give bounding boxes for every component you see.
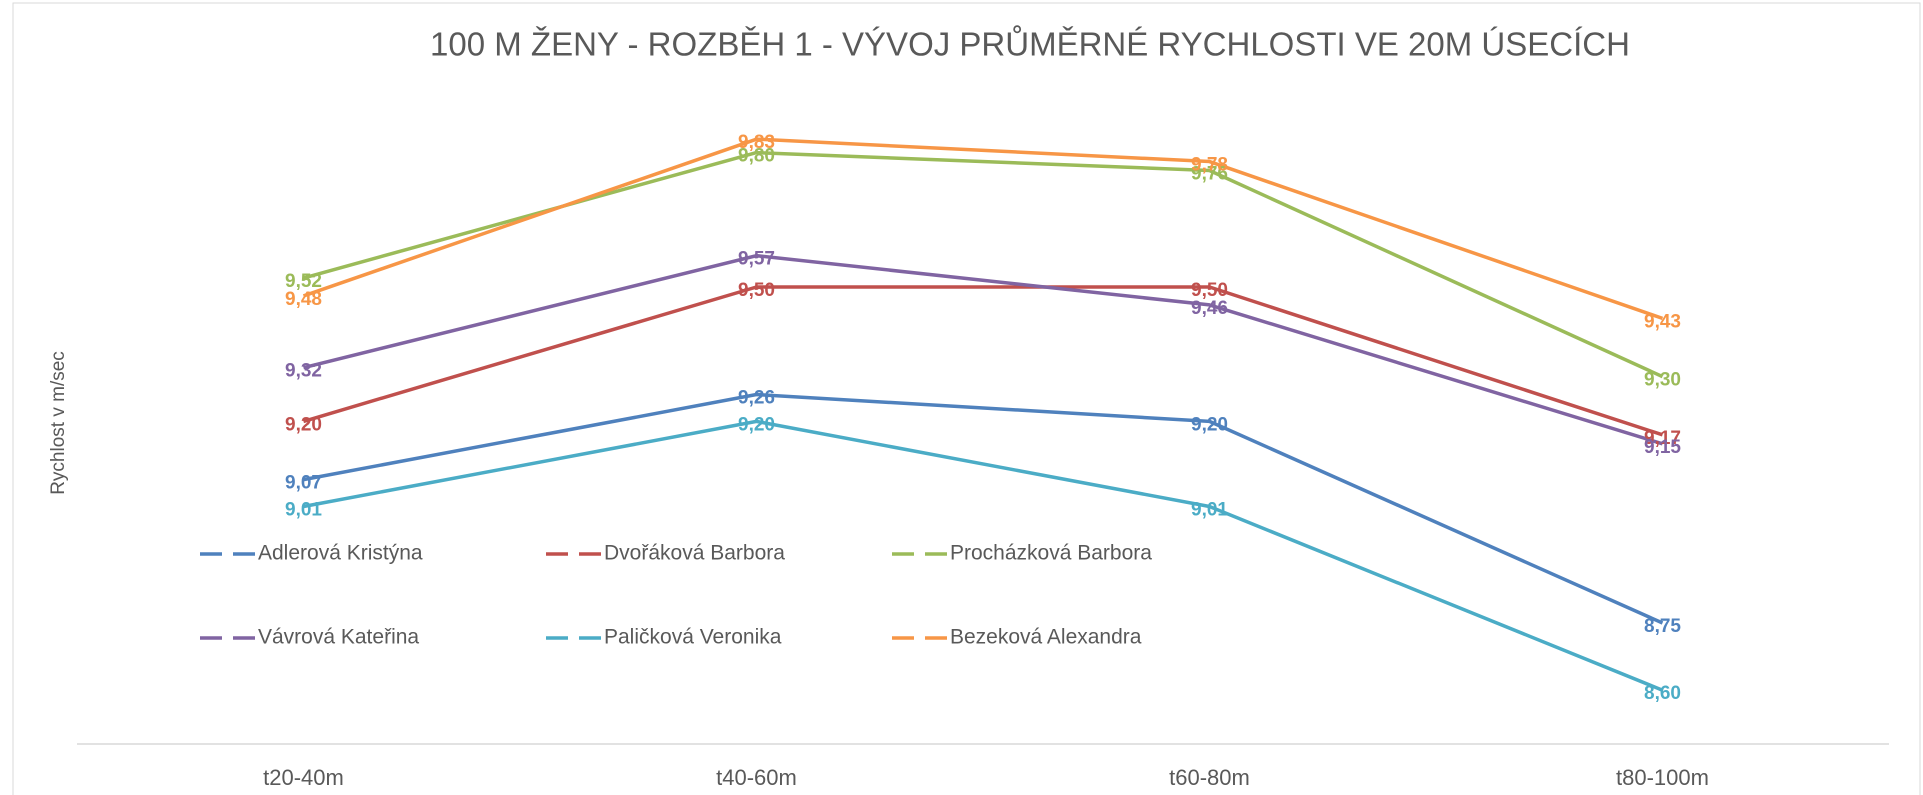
data-label: 8,75 [1644, 616, 1681, 637]
data-label: 9,83 [738, 132, 775, 153]
series-line [303, 419, 1664, 692]
data-label: 9,78 [1191, 155, 1228, 176]
data-label: 9,20 [1191, 414, 1228, 435]
data-label: 9,01 [285, 500, 322, 521]
data-label: 9,15 [1644, 437, 1681, 458]
data-label: 9,43 [1644, 311, 1681, 332]
series-line [303, 150, 1664, 379]
data-label: 9,48 [285, 289, 322, 310]
x-tick-label: t20-40m [263, 765, 344, 790]
chart-border [12, 2, 1921, 795]
data-label: 9,17 [1644, 428, 1681, 449]
data-label: 9,32 [285, 361, 322, 382]
chart-title: 100 M ŽENY - ROZBĚH 1 - VÝVOJ PRŮMĚRNÉ R… [430, 25, 1630, 63]
x-tick-label: t40-60m [716, 765, 797, 790]
data-label: 9,50 [738, 280, 775, 301]
data-label: 9,30 [1644, 370, 1681, 391]
y-axis-label: Rychlost v m/sec [48, 351, 69, 495]
series-line [302, 137, 1664, 321]
x-tick-label: t60-80m [1169, 765, 1250, 790]
data-label: 9,26 [738, 388, 775, 409]
series-line [303, 392, 1664, 625]
data-label: 9,80 [738, 146, 775, 167]
legend-label: Procházková Barbora [950, 542, 1152, 565]
data-label: 9,52 [285, 271, 322, 292]
data-label: 9,20 [285, 414, 322, 435]
data-label: 9,07 [285, 473, 322, 494]
legend-label: Vávrová Kateřina [258, 626, 419, 649]
legend-label: Adlerová Kristýna [258, 542, 423, 565]
data-label: 9,01 [1191, 500, 1228, 521]
data-label: 8,60 [1644, 683, 1681, 704]
series-line [303, 253, 1664, 446]
legend-label: Bezeková Alexandra [950, 626, 1142, 649]
legend-label: Dvořáková Barbora [604, 542, 785, 565]
legend-label: Paličková Veronika [604, 626, 782, 649]
x-tick-label: t80-100m [1616, 765, 1709, 790]
data-label: 9,50 [1191, 280, 1228, 301]
series-line [303, 285, 1664, 437]
data-label: 9,57 [738, 249, 775, 270]
data-label: 9,20 [738, 414, 775, 435]
data-label: 9,76 [1191, 164, 1228, 185]
data-label: 9,46 [1191, 298, 1228, 319]
